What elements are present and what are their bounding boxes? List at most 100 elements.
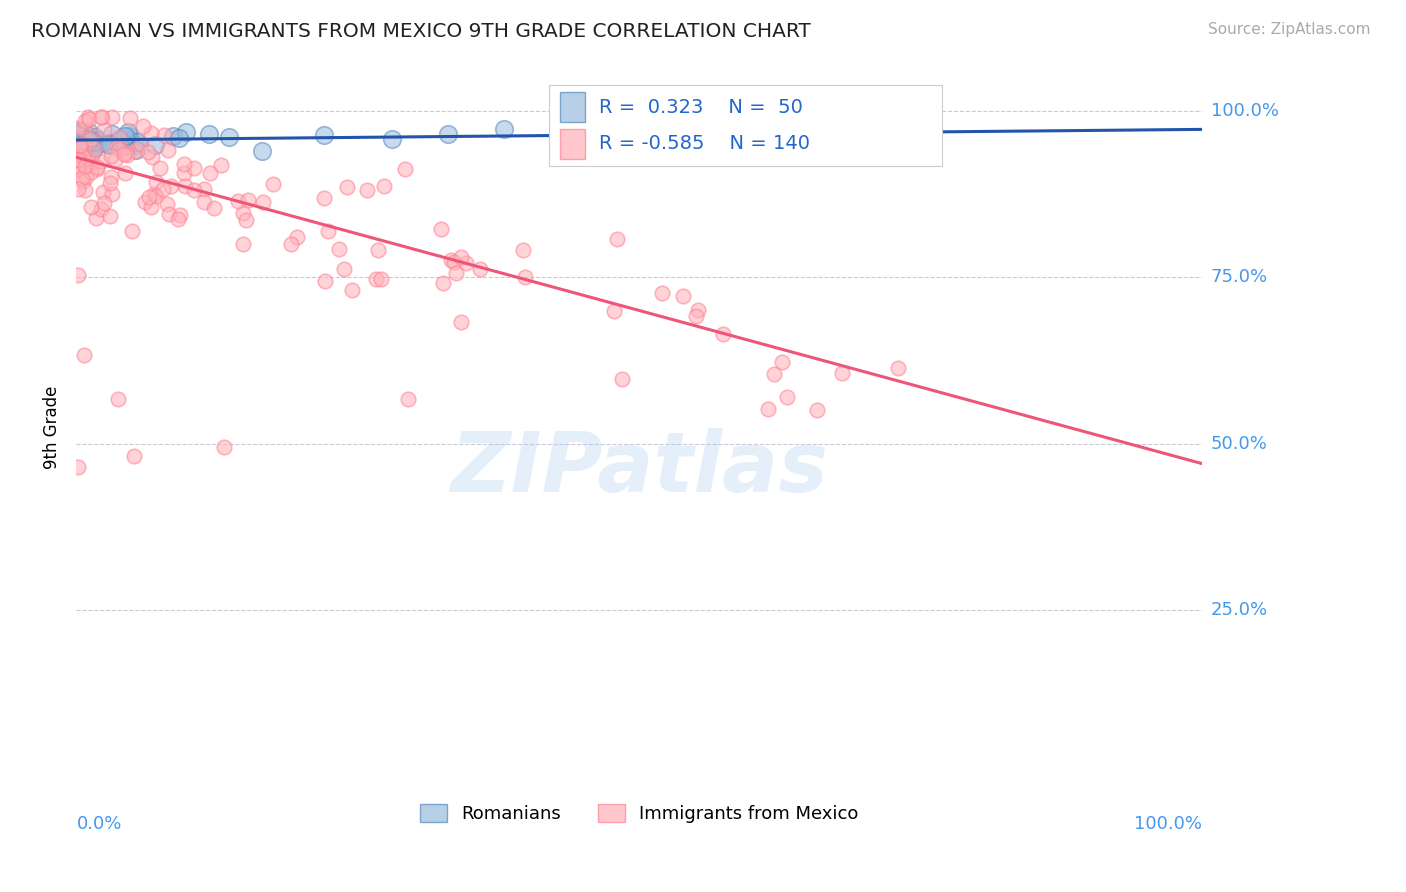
Legend: Romanians, Immigrants from Mexico: Romanians, Immigrants from Mexico xyxy=(413,797,866,830)
Point xyxy=(66,182,89,196)
Point xyxy=(105,139,128,153)
Point xyxy=(262,177,284,191)
Point xyxy=(108,133,131,147)
Point xyxy=(444,266,467,280)
Point xyxy=(603,304,626,318)
Point xyxy=(83,138,105,153)
Point xyxy=(198,127,221,141)
Point xyxy=(83,142,105,156)
Point xyxy=(67,160,90,174)
Point xyxy=(174,125,197,139)
Point xyxy=(100,111,122,125)
Point xyxy=(100,170,122,185)
Point xyxy=(118,128,141,143)
Point xyxy=(141,150,163,164)
Point xyxy=(66,153,89,167)
Point xyxy=(76,111,98,125)
Point xyxy=(90,111,112,125)
Point xyxy=(450,250,472,264)
Point xyxy=(685,309,707,323)
Text: ROMANIAN VS IMMIGRANTS FROM MEXICO 9TH GRADE CORRELATION CHART: ROMANIAN VS IMMIGRANTS FROM MEXICO 9TH G… xyxy=(31,22,811,41)
Point xyxy=(612,372,634,386)
Point xyxy=(468,261,491,276)
Point xyxy=(73,182,96,196)
Point xyxy=(336,179,359,194)
Point xyxy=(686,302,709,317)
Point xyxy=(122,449,145,463)
Point xyxy=(80,200,103,214)
Point xyxy=(218,130,240,145)
Point xyxy=(193,182,215,196)
Point xyxy=(513,269,536,284)
Point xyxy=(806,403,828,417)
Point xyxy=(316,224,339,238)
Point xyxy=(107,142,129,156)
Text: 75.0%: 75.0% xyxy=(1211,268,1268,286)
Point xyxy=(364,271,387,285)
Point xyxy=(134,194,156,209)
Point xyxy=(117,125,139,139)
Y-axis label: 9th Grade: 9th Grade xyxy=(44,385,60,468)
Point xyxy=(156,197,179,211)
Point xyxy=(114,129,136,144)
Point xyxy=(252,144,274,158)
Point xyxy=(797,128,820,143)
Point xyxy=(381,132,404,146)
Point xyxy=(456,256,478,270)
Point xyxy=(73,123,96,137)
Point xyxy=(98,136,121,151)
Point xyxy=(73,132,96,146)
Point xyxy=(77,112,100,126)
Point xyxy=(76,136,98,150)
Point xyxy=(91,185,114,199)
Point xyxy=(711,327,734,342)
Point xyxy=(87,136,110,150)
Point xyxy=(214,440,236,454)
Point xyxy=(770,355,793,369)
Point xyxy=(173,157,195,171)
Point xyxy=(77,134,100,148)
Point xyxy=(139,126,162,140)
Point xyxy=(367,243,389,257)
Point xyxy=(125,143,148,157)
Point xyxy=(67,127,90,141)
Text: Source: ZipAtlas.com: Source: ZipAtlas.com xyxy=(1208,22,1371,37)
Point xyxy=(198,166,221,180)
Point xyxy=(280,236,302,251)
Point xyxy=(86,132,108,146)
Point xyxy=(93,123,115,137)
Point xyxy=(333,262,356,277)
Point xyxy=(430,221,453,235)
Point xyxy=(394,161,416,176)
Point xyxy=(162,129,184,144)
Point xyxy=(67,124,90,138)
Point xyxy=(756,401,779,416)
Point xyxy=(73,114,96,128)
Point xyxy=(66,268,89,282)
Point xyxy=(73,348,96,362)
Point xyxy=(152,182,174,196)
Point xyxy=(124,137,146,152)
Point xyxy=(132,119,155,133)
Point xyxy=(776,390,799,404)
Point xyxy=(209,158,232,172)
Point xyxy=(887,360,910,375)
Point xyxy=(98,176,121,190)
Point xyxy=(183,161,205,175)
Point xyxy=(121,223,143,237)
Point xyxy=(398,392,420,407)
Point xyxy=(707,125,730,139)
Point xyxy=(72,149,94,163)
Point xyxy=(77,160,100,174)
Point xyxy=(512,243,534,257)
Point xyxy=(72,174,94,188)
Point xyxy=(114,146,136,161)
Point xyxy=(80,165,103,179)
Point xyxy=(159,178,181,193)
Point xyxy=(169,208,191,222)
Point xyxy=(312,128,335,142)
Point xyxy=(77,137,100,152)
Point xyxy=(120,133,142,147)
Point xyxy=(97,136,120,151)
FancyBboxPatch shape xyxy=(561,129,585,159)
